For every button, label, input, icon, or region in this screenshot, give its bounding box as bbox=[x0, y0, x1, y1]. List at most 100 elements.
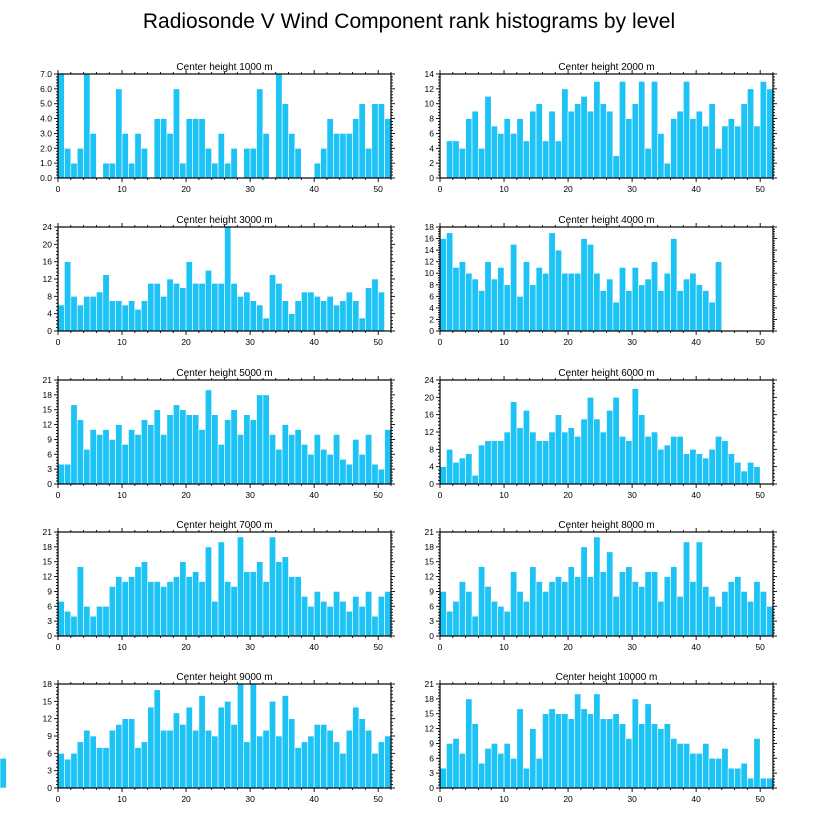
histogram-bar bbox=[619, 436, 627, 485]
histogram-bar bbox=[262, 581, 270, 637]
histogram-bar bbox=[683, 278, 691, 332]
histogram-bar bbox=[446, 140, 454, 179]
x-tick-label: 0 bbox=[56, 337, 61, 347]
y-tick-label: 12 bbox=[43, 274, 53, 284]
histogram-bar bbox=[262, 133, 270, 179]
histogram-bar bbox=[586, 244, 594, 332]
histogram-bar bbox=[631, 103, 639, 179]
histogram-bar bbox=[663, 162, 671, 179]
histogram-bar bbox=[510, 401, 518, 485]
histogram-bar bbox=[484, 95, 492, 179]
histogram-bar bbox=[542, 713, 550, 789]
histogram-bar bbox=[371, 615, 379, 637]
histogram-bar bbox=[249, 300, 257, 332]
histogram-bar bbox=[452, 601, 460, 637]
histogram-bar bbox=[644, 436, 652, 485]
histogram-bar bbox=[134, 434, 142, 485]
histogram-bar bbox=[702, 125, 710, 179]
y-tick-label: 6 bbox=[429, 601, 434, 611]
histogram-bar bbox=[70, 753, 78, 789]
histogram-bar bbox=[256, 735, 264, 789]
histogram-bar bbox=[249, 683, 257, 789]
histogram-bar bbox=[166, 729, 174, 789]
histogram-bar bbox=[237, 536, 245, 637]
y-tick-label: 3 bbox=[47, 464, 52, 474]
histogram-bar bbox=[108, 300, 116, 332]
histogram-bar bbox=[740, 103, 748, 179]
histogram-bar bbox=[211, 601, 219, 637]
histogram-bar bbox=[384, 735, 392, 789]
x-tick-label: 30 bbox=[245, 794, 255, 804]
histogram-bar bbox=[522, 261, 530, 332]
histogram-bar bbox=[352, 596, 360, 637]
y-tick-label: 20 bbox=[425, 392, 435, 402]
histogram-bar bbox=[638, 81, 646, 179]
histogram-bar bbox=[747, 777, 755, 789]
histogram-bar bbox=[134, 133, 142, 179]
histogram-bar bbox=[535, 440, 543, 485]
histogram-bar bbox=[497, 440, 505, 485]
histogram-bar bbox=[333, 741, 341, 789]
x-tick-label: 40 bbox=[309, 794, 319, 804]
histogram-bar bbox=[580, 546, 588, 637]
histogram-bar bbox=[490, 440, 498, 485]
histogram-bar bbox=[721, 125, 729, 179]
histogram-bar bbox=[96, 291, 104, 332]
histogram-bar bbox=[471, 278, 479, 332]
histogram-bar bbox=[702, 586, 710, 637]
histogram-bar bbox=[446, 449, 454, 485]
histogram-bar bbox=[230, 283, 238, 332]
histogram-bar bbox=[510, 133, 518, 179]
histogram-bar bbox=[484, 261, 492, 332]
histogram-bar bbox=[249, 571, 257, 637]
histogram-bar bbox=[452, 462, 460, 485]
histogram-bar bbox=[249, 147, 257, 179]
histogram-bar bbox=[140, 300, 148, 332]
histogram-bar bbox=[683, 453, 691, 485]
histogram-bar bbox=[657, 290, 665, 332]
histogram-bar bbox=[294, 747, 302, 789]
x-tick-label: 40 bbox=[691, 337, 701, 347]
y-tick-label: 0 bbox=[429, 479, 434, 489]
y-tick-label: 6 bbox=[47, 601, 52, 611]
histogram-bar bbox=[503, 118, 511, 179]
histogram-bar bbox=[478, 566, 486, 637]
histogram-bar bbox=[70, 404, 78, 485]
x-tick-label: 20 bbox=[563, 794, 573, 804]
histogram-bar bbox=[676, 596, 684, 637]
histogram-bar bbox=[516, 118, 524, 179]
histogram-bar bbox=[619, 571, 627, 637]
histogram-bar bbox=[593, 81, 601, 179]
histogram-bar bbox=[294, 147, 302, 179]
histogram-bar bbox=[708, 596, 716, 637]
histogram-bar bbox=[198, 695, 206, 789]
x-tick-label: 50 bbox=[373, 794, 383, 804]
y-tick-label: 21 bbox=[43, 527, 53, 537]
panel-title: Center height 7000 m bbox=[176, 520, 272, 531]
histogram-bar bbox=[294, 429, 302, 485]
x-tick-label: 30 bbox=[627, 490, 637, 500]
histogram-bar bbox=[689, 449, 697, 485]
histogram-bar bbox=[644, 571, 652, 637]
histogram-bar bbox=[727, 118, 735, 179]
histogram-bar bbox=[339, 133, 347, 179]
histogram-bar bbox=[281, 424, 289, 485]
y-tick-label: 18 bbox=[425, 542, 435, 552]
histogram-bar bbox=[147, 581, 155, 637]
y-tick-label: 6 bbox=[429, 753, 434, 763]
histogram-bar bbox=[57, 601, 65, 637]
histogram-bar bbox=[580, 418, 588, 485]
histogram-bar bbox=[224, 226, 232, 332]
y-tick-label: 2 bbox=[429, 314, 434, 324]
y-tick-label: 3.0 bbox=[40, 128, 52, 138]
histogram-bar bbox=[708, 757, 716, 789]
x-tick-label: 10 bbox=[117, 337, 127, 347]
histogram-bar bbox=[753, 125, 761, 179]
x-tick-label: 40 bbox=[309, 337, 319, 347]
x-tick-label: 0 bbox=[438, 794, 443, 804]
histogram-bar bbox=[689, 581, 697, 637]
histogram-bar bbox=[185, 118, 193, 179]
histogram-bar bbox=[554, 140, 562, 179]
